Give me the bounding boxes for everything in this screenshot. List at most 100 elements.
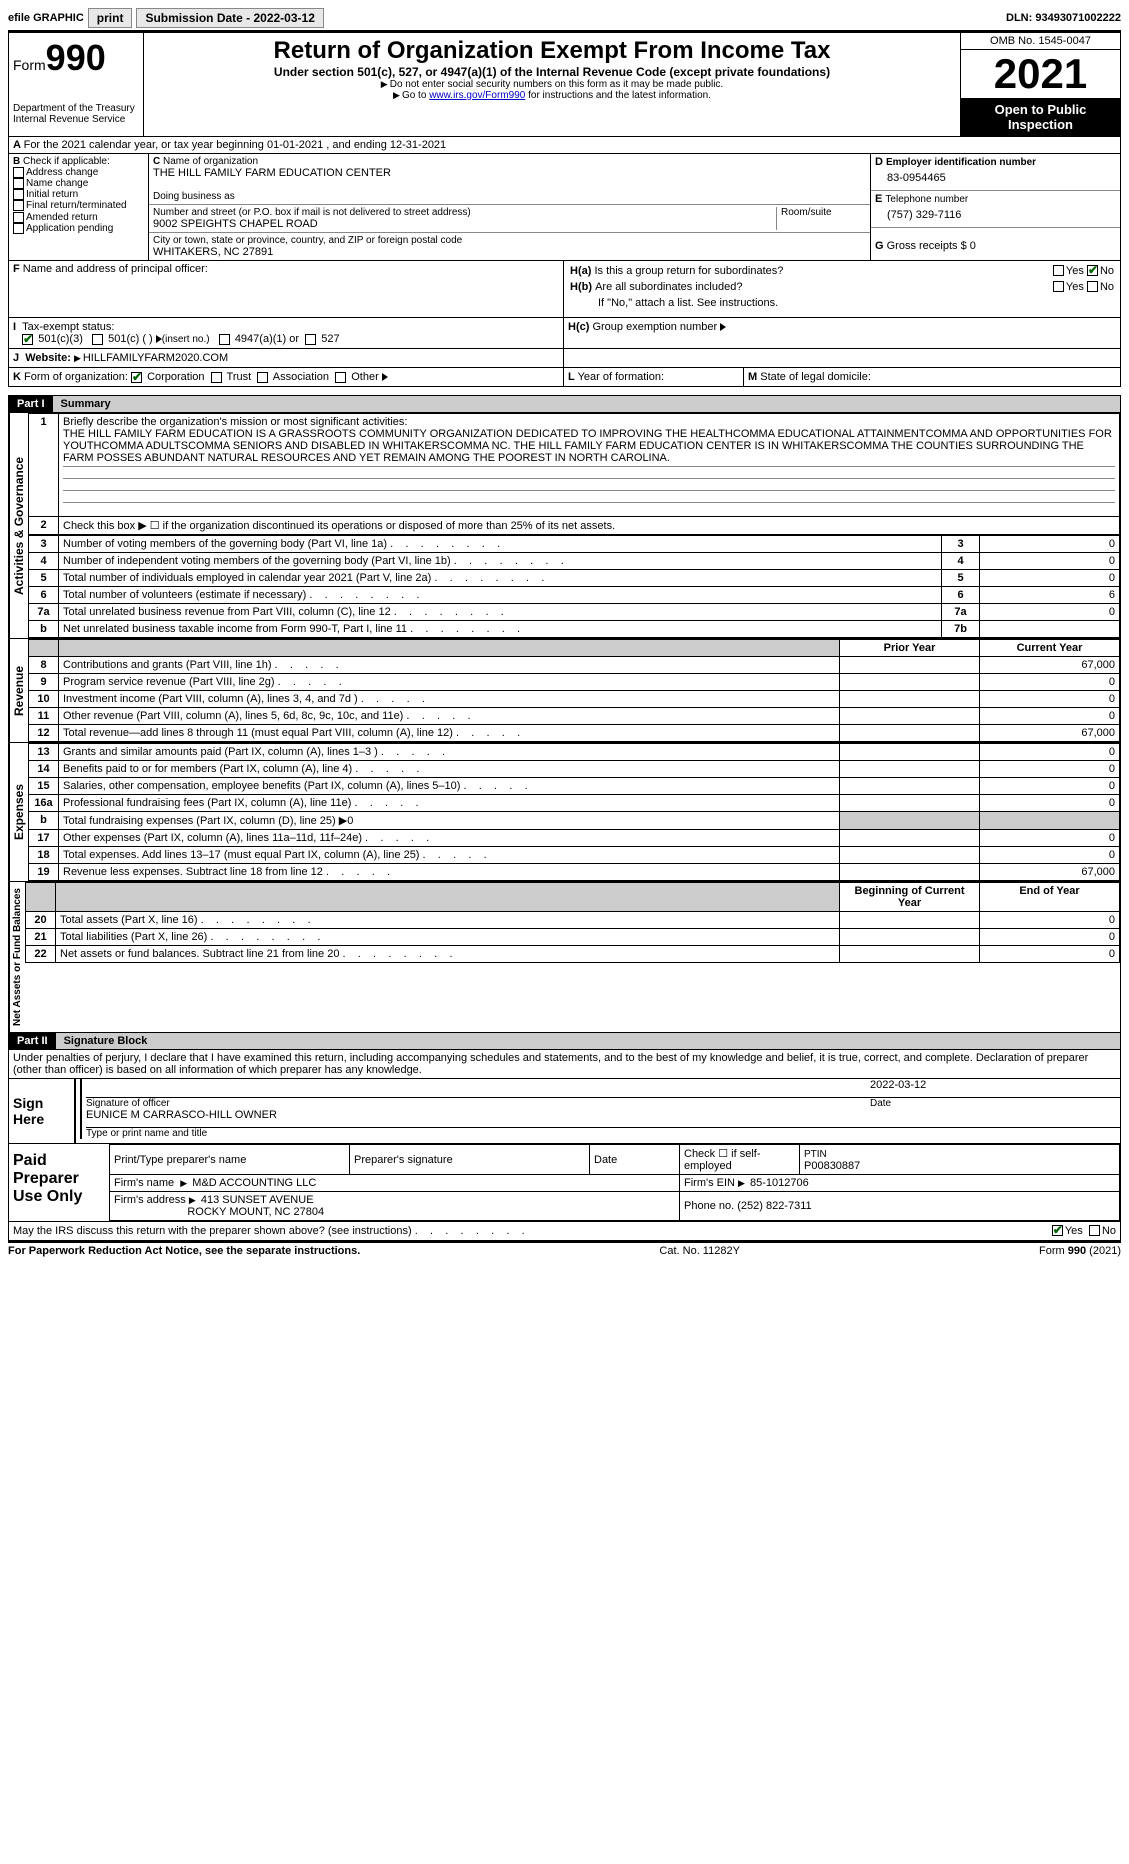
cb-final[interactable]: Final return/terminated — [26, 201, 127, 212]
addr-label: Number and street (or P.O. box if mail i… — [153, 207, 776, 218]
footer-mid: Cat. No. 11282Y — [659, 1245, 740, 1257]
discuss-no[interactable]: No — [1102, 1225, 1116, 1237]
k-assoc[interactable]: Association — [273, 371, 329, 383]
insert-no: (insert no.) — [162, 334, 210, 345]
ptin-label: PTIN — [804, 1149, 827, 1160]
k-other[interactable]: Other — [351, 371, 379, 383]
netassets-section: Net Assets or Fund Balances Beginning of… — [8, 882, 1121, 1033]
yes2: Yes — [1066, 281, 1084, 293]
line2-text: Check this box ▶ ☐ if the organization d… — [59, 517, 1120, 535]
form-990-page: efile GRAPHIC print Submission Date - 20… — [0, 0, 1129, 1265]
no1: No — [1100, 265, 1114, 277]
501c[interactable]: 501(c) ( ) — [108, 333, 153, 345]
activities-governance: Activities & Governance 1 Briefly descri… — [8, 413, 1121, 639]
hb-label: Are all subordinates included? — [595, 281, 1053, 293]
page-footer: For Paperwork Reduction Act Notice, see … — [8, 1241, 1121, 1257]
row-i: I Tax-exempt status: 501(c)(3) 501(c) ( … — [8, 318, 1121, 349]
phone-label: Telephone number — [885, 194, 968, 205]
4947[interactable]: 4947(a)(1) or — [235, 333, 299, 345]
dept-line1: Department of the Treasury — [13, 103, 139, 114]
prep-name-hdr: Print/Type preparer's name — [110, 1145, 350, 1175]
cb-name[interactable]: Name change — [26, 178, 88, 189]
room-label: Room/suite — [776, 207, 866, 230]
firm-phone-label: Phone no. — [684, 1200, 734, 1212]
sig-officer-label: Signature of officer — [86, 1097, 870, 1109]
officer-name-label: Type or print name and title — [86, 1127, 1120, 1139]
mission-text: THE HILL FAMILY FARM EDUCATION IS A GRAS… — [63, 428, 1112, 464]
form-word: Form — [13, 57, 46, 73]
row-j: J Website: HILLFAMILYFARM2020.COM — [8, 349, 1121, 368]
ein-label: Employer identification number — [886, 157, 1036, 168]
row-fh: F Name and address of principal officer:… — [8, 261, 1121, 318]
tax-year: 2021 — [961, 50, 1120, 98]
part2-header: Part II — [9, 1033, 56, 1049]
firm-addr-label: Firm's address — [114, 1194, 186, 1206]
section-a: A For the 2021 calendar year, or tax yea… — [8, 137, 1121, 154]
form-title: Return of Organization Exempt From Incom… — [148, 37, 956, 65]
paid-preparer-label: Paid Preparer Use Only — [9, 1144, 109, 1221]
firm-name: M&D ACCOUNTING LLC — [192, 1177, 316, 1189]
signature-block: Under penalties of perjury, I declare th… — [8, 1050, 1121, 1241]
expenses-section: Expenses 13Grants and similar amounts pa… — [8, 743, 1121, 882]
open-inspection: Open to Public Inspection — [961, 98, 1120, 136]
top-bar: efile GRAPHIC print Submission Date - 20… — [8, 8, 1121, 32]
ptin-value: P00830887 — [804, 1160, 860, 1172]
prep-date-hdr: Date — [590, 1145, 680, 1175]
prep-sig-hdr: Preparer's signature — [350, 1145, 590, 1175]
cb-initial[interactable]: Initial return — [26, 189, 78, 200]
b-label: Check if applicable: — [23, 156, 110, 167]
gross-receipts: Gross receipts $ 0 — [887, 240, 976, 252]
cb-address[interactable]: Address change — [26, 167, 98, 178]
part1-header: Part I — [9, 396, 53, 412]
irs-link[interactable]: www.irs.gov/Form990 — [429, 90, 525, 101]
527[interactable]: 527 — [321, 333, 339, 345]
form-sub2: Do not enter social security numbers on … — [390, 79, 723, 90]
footer-left: For Paperwork Reduction Act Notice, see … — [8, 1245, 360, 1257]
k-corp[interactable]: Corporation — [147, 371, 204, 383]
ein-value: 83-0954465 — [875, 168, 1116, 188]
cb-amended[interactable]: Amended return — [26, 212, 98, 223]
prep-self-hdr: Check ☐ if self-employed — [680, 1145, 800, 1175]
part2-title: Signature Block — [56, 1033, 1120, 1049]
tax-status-label: Tax-exempt status: — [22, 321, 114, 333]
org-city: WHITAKERS, NC 27891 — [153, 246, 866, 258]
sidebar-na: Net Assets or Fund Balances — [9, 882, 25, 1032]
submission-date: Submission Date - 2022-03-12 — [136, 8, 323, 28]
discuss-yes[interactable]: Yes — [1065, 1225, 1083, 1237]
revenue-section: Revenue Prior YearCurrent Year8Contribut… — [8, 639, 1121, 743]
org-address: 9002 SPEIGHTS CHAPEL ROAD — [153, 218, 776, 230]
k-trust[interactable]: Trust — [227, 371, 252, 383]
part1-title: Summary — [53, 396, 1120, 412]
k-label: Form of organization: — [24, 371, 128, 383]
m-label: State of legal domicile: — [760, 371, 871, 383]
declaration-text: Under penalties of perjury, I declare th… — [9, 1050, 1120, 1079]
form-sub3a: Go to — [402, 90, 429, 101]
sidebar-rev: Revenue — [9, 639, 28, 742]
firm-phone: (252) 822-7311 — [737, 1200, 811, 1212]
sidebar-exp: Expenses — [9, 743, 28, 881]
sig-date-label: Date — [870, 1097, 1120, 1109]
dba-label: Doing business as — [153, 191, 866, 202]
row-k: K Form of organization: Corporation Trus… — [8, 368, 1121, 387]
form-number: 990 — [46, 37, 106, 78]
sidebar-ag: Activities & Governance — [9, 413, 28, 638]
h-note: If "No," attach a list. See instructions… — [568, 295, 1116, 311]
entity-block: B Check if applicable: Address change Na… — [8, 154, 1121, 261]
firm-ein-label: Firm's EIN — [684, 1177, 735, 1189]
officer-name: EUNICE M CARRASCO-HILL OWNER — [86, 1109, 1120, 1127]
firm-ein: 85-1012706 — [750, 1177, 809, 1189]
form-sub1: Under section 501(c), 527, or 4947(a)(1)… — [148, 65, 956, 79]
website-value[interactable]: HILLFAMILYFARM2020.COM — [83, 352, 228, 364]
footer-right: Form 990 (2021) — [1039, 1245, 1121, 1257]
form-sub3b: for instructions and the latest informat… — [525, 90, 711, 101]
cb-pending[interactable]: Application pending — [26, 223, 113, 234]
dln-label: DLN: 93493071002222 — [1006, 12, 1121, 24]
firm-addr1: 413 SUNSET AVENUE — [201, 1194, 314, 1206]
501c3[interactable]: 501(c)(3) — [38, 333, 83, 345]
sig-date-value: 2022-03-12 — [870, 1079, 1120, 1097]
may-discuss: May the IRS discuss this return with the… — [13, 1225, 1052, 1237]
print-button: print — [88, 8, 133, 28]
form-header: Form990 Department of the Treasury Inter… — [8, 32, 1121, 137]
firm-addr2: ROCKY MOUNT, NC 27804 — [187, 1206, 324, 1218]
line1-label: Briefly describe the organization's miss… — [63, 416, 407, 428]
